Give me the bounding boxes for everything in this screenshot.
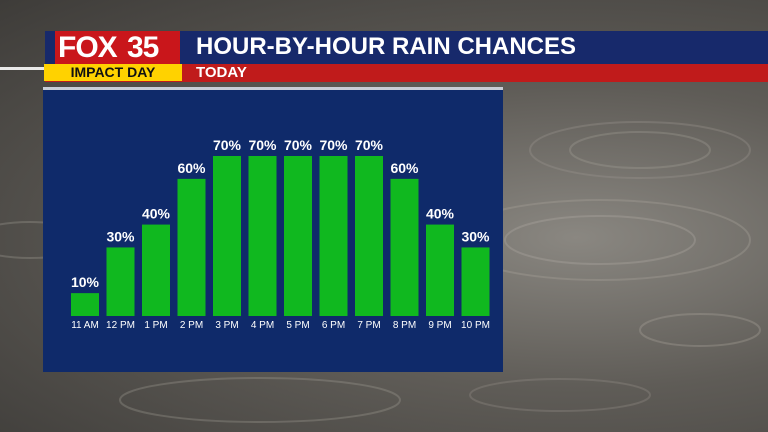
impact-day-badge: IMPACT DAY [44,64,182,81]
value-label: 70% [248,137,277,153]
x-tick-label: 11 AM [71,320,99,331]
x-tick-label: 2 PM [180,320,203,331]
value-label: 30% [461,228,490,244]
bar-12-pm [106,247,135,316]
bar-9-pm [426,224,454,316]
value-label: 40% [426,206,455,222]
x-tick-label: 10 PM [461,320,490,331]
value-label: 70% [213,137,242,153]
graphic-title: HOUR-BY-HOUR RAIN CHANCES [196,33,577,60]
bar-3-pm [213,156,241,316]
chart-panel: 10% 11 AM 30% 12 PM 40% 1 PM 60% 2 PM 70% 3 PM 70%… [43,87,503,372]
x-tick-label: 5 PM [286,320,309,331]
bar-4-pm [248,156,277,316]
value-label: 70% [355,137,384,153]
x-tick-label: 6 PM [322,320,345,331]
x-tick-label: 12 PM [106,320,135,331]
value-label: 30% [106,228,135,244]
value-label: 60% [390,160,419,176]
x-tick-label: 9 PM [428,320,451,331]
logo-brand-text: FOX [58,31,118,64]
x-tick-label: 4 PM [251,320,274,331]
bar-5-pm [284,156,312,316]
bar-1-pm [142,224,170,316]
bar-8-pm [390,178,419,316]
subtitle-bar [45,64,768,82]
x-tick-label: 8 PM [393,320,416,331]
logo-number-text: 35 [127,31,159,64]
value-label: 40% [142,206,171,222]
x-tick-label: 3 PM [215,320,238,331]
station-logo [55,31,180,64]
bar-10-pm [461,247,490,316]
x-tick-label: 1 PM [144,320,167,331]
bar-11-am [71,293,99,316]
value-label: 60% [177,160,206,176]
bar-6-pm [319,156,348,316]
x-tick-label: 7 PM [357,320,380,331]
value-label: 10% [71,274,100,290]
bar-2-pm [177,178,206,316]
value-label: 70% [284,137,313,153]
graphic-subtitle: TODAY [196,64,247,81]
value-label: 70% [319,137,348,153]
rain-chance-bar-chart: 10% 11 AM 30% 12 PM 40% 1 PM 60% 2 PM 70% 3 PM 70%… [71,137,490,331]
bar-7-pm [355,156,383,316]
